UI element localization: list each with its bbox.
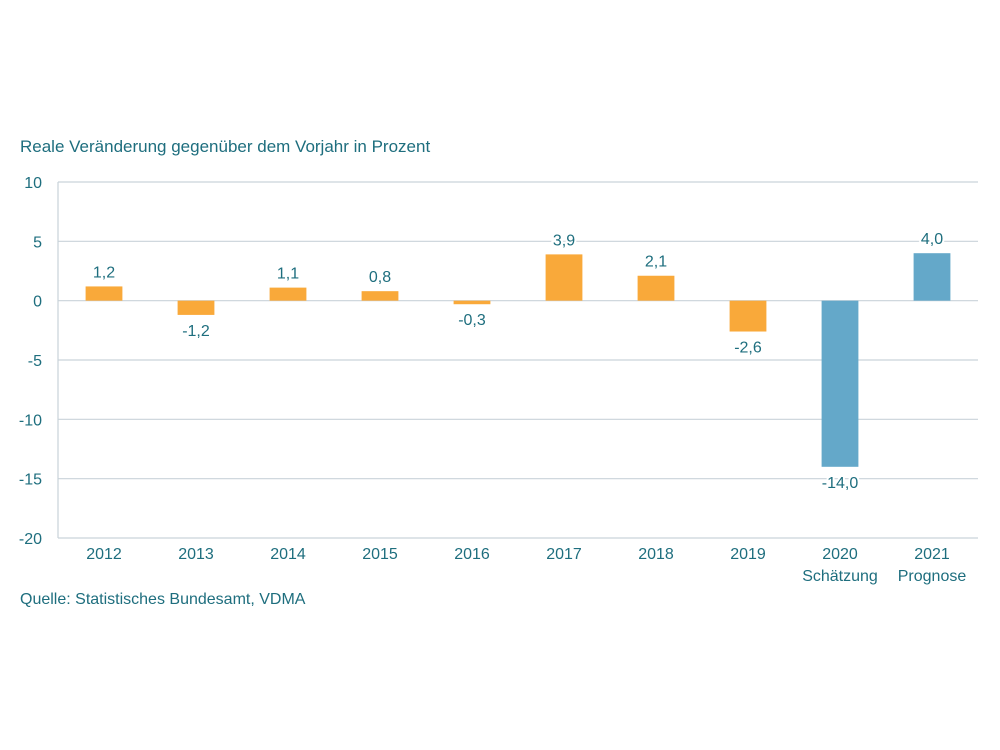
data-label-2013: -1,2 — [182, 323, 210, 340]
y-tick-label: 5 — [33, 234, 42, 251]
data-label-2018: 2,1 — [645, 254, 667, 271]
data-label-2015: 0,8 — [369, 269, 391, 286]
data-labels: 1,2 -1,2 1,1 0,8 -0,3 3,9 2,1 -2,6 -14,0 4,0 — [91, 229, 945, 494]
y-tick-labels: 10 5 0 -5 -10 -15 -20 — [19, 175, 42, 548]
x-tick-sublabel: Prognose — [898, 568, 967, 585]
bar-2019 — [729, 300, 767, 332]
x-tick-label: 2015 — [362, 546, 398, 563]
data-label-2019: -2,6 — [734, 340, 762, 357]
y-tick-label: 0 — [33, 294, 42, 311]
x-tick-label: 2021 — [914, 546, 950, 563]
source-note: Quelle: Statistisches Bundesamt, VDMA — [20, 591, 306, 608]
bars — [85, 253, 951, 467]
x-tick-sublabel: Schätzung — [802, 568, 878, 585]
bar-2017 — [545, 254, 583, 301]
data-label-2012: 1,2 — [93, 264, 115, 281]
x-tick-label: 2017 — [546, 546, 582, 563]
x-tick-label: 2016 — [454, 546, 490, 563]
y-tick-label: -10 — [19, 412, 42, 429]
y-axis-title: Reale Veränderung gegenüber dem Vorjahr … — [20, 137, 430, 156]
x-tick-label: 2019 — [730, 546, 766, 563]
bar-2014 — [269, 287, 307, 301]
bar-2016 — [453, 300, 491, 305]
data-label-2021: 4,0 — [921, 231, 943, 248]
x-tick-label: 2014 — [270, 546, 306, 563]
y-tick-label: -5 — [28, 353, 42, 370]
y-tick-label: 10 — [24, 175, 42, 192]
x-tick-label: 2012 — [86, 546, 122, 563]
bar-2012 — [85, 286, 123, 301]
x-tick-label: 2018 — [638, 546, 674, 563]
bar-2015 — [361, 291, 399, 301]
y-tick-label: -20 — [19, 531, 42, 548]
data-label-2017: 3,9 — [553, 232, 575, 249]
bar-2021 — [913, 253, 951, 301]
data-label-2016: -0,3 — [458, 312, 486, 329]
data-label-2020: -14,0 — [822, 475, 859, 492]
x-tick-label: 2013 — [178, 546, 214, 563]
data-label-2014: 1,1 — [277, 266, 299, 283]
x-tick-label: 2020 — [822, 546, 858, 563]
bar-2020 — [821, 300, 859, 467]
y-tick-label: -15 — [19, 472, 42, 489]
bar-2013 — [177, 300, 215, 315]
x-tick-labels: 2012 2013 2014 2015 2016 2017 2018 2019 2020 Schä… — [86, 546, 966, 585]
bar-2018 — [637, 275, 675, 301]
